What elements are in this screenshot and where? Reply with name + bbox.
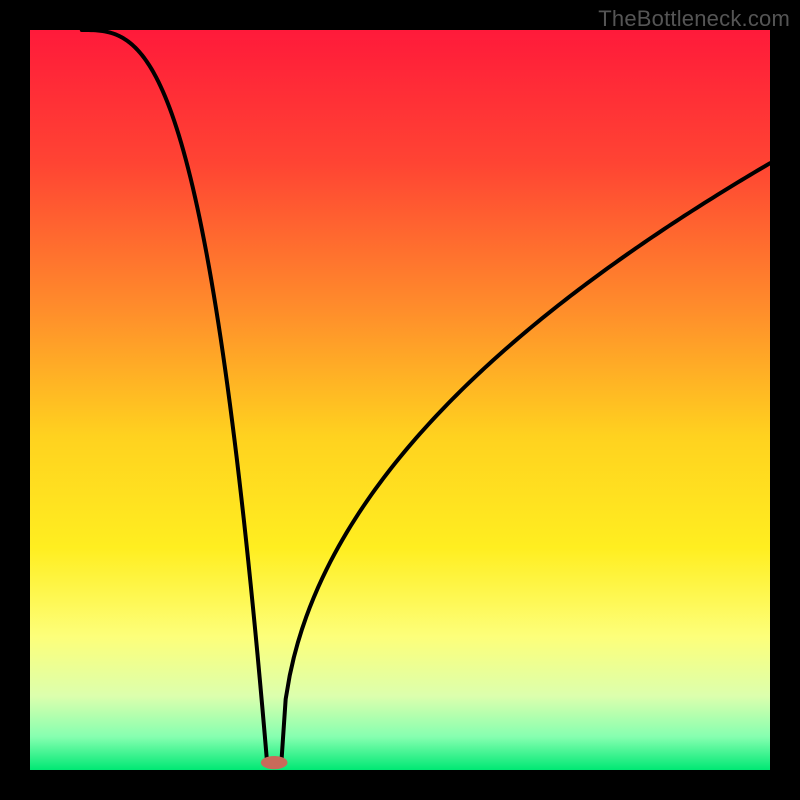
bottleneck-chart-container: TheBottleneck.com <box>0 0 800 800</box>
bottleneck-chart <box>0 0 800 800</box>
optimal-point-marker <box>261 756 288 769</box>
chart-plot-background <box>30 30 770 770</box>
watermark-label: TheBottleneck.com <box>598 6 790 32</box>
